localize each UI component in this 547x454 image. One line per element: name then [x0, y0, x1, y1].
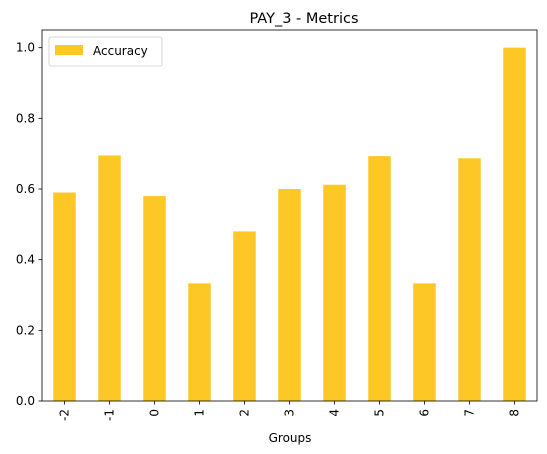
- x-tick-label: 8: [508, 409, 522, 417]
- bars-group: [53, 47, 526, 402]
- bar: [143, 196, 166, 401]
- bar: [323, 184, 346, 401]
- plot-frame: [41, 29, 538, 402]
- y-tick-label: 0.4: [16, 253, 35, 267]
- y-tick-label: 1.0: [16, 41, 35, 55]
- x-tick-label: 3: [283, 409, 297, 417]
- bar: [233, 231, 256, 401]
- bar: [503, 47, 526, 402]
- y-axis: 0.0 0.2 0.4 0.6 0.8 1.0: [16, 41, 42, 408]
- legend-swatch: [55, 45, 83, 55]
- y-tick-label: 0.6: [16, 182, 35, 196]
- x-tick-label: 6: [418, 409, 432, 417]
- x-tick-label: 4: [328, 409, 342, 417]
- bar: [53, 192, 76, 401]
- x-tick-label: -2: [58, 409, 72, 421]
- bar: [98, 155, 121, 401]
- x-tick-label: 1: [193, 409, 207, 417]
- y-tick-label: 0.0: [16, 394, 35, 408]
- x-tick-label: 7: [463, 409, 477, 417]
- x-axis: -2 -1 0 1 2 3 4 5 6 7 8: [58, 401, 522, 421]
- x-tick-label: 5: [373, 409, 387, 417]
- x-tick-label: -1: [103, 409, 117, 421]
- y-tick-label: 0.2: [16, 323, 35, 337]
- chart-title: PAY_3 - Metrics: [249, 11, 358, 27]
- bar: [188, 283, 211, 401]
- x-tick-label: 0: [148, 409, 162, 417]
- y-tick-label: 0.8: [16, 111, 35, 125]
- x-axis-label: Groups: [269, 431, 312, 445]
- bar: [368, 156, 391, 401]
- legend-box: [48, 36, 163, 67]
- bar: [278, 189, 301, 401]
- x-tick-label: 2: [238, 409, 252, 417]
- legend-label: Accuracy: [93, 44, 148, 58]
- legend: Accuracy: [48, 36, 163, 67]
- bar: [413, 283, 436, 401]
- bar: [458, 158, 481, 401]
